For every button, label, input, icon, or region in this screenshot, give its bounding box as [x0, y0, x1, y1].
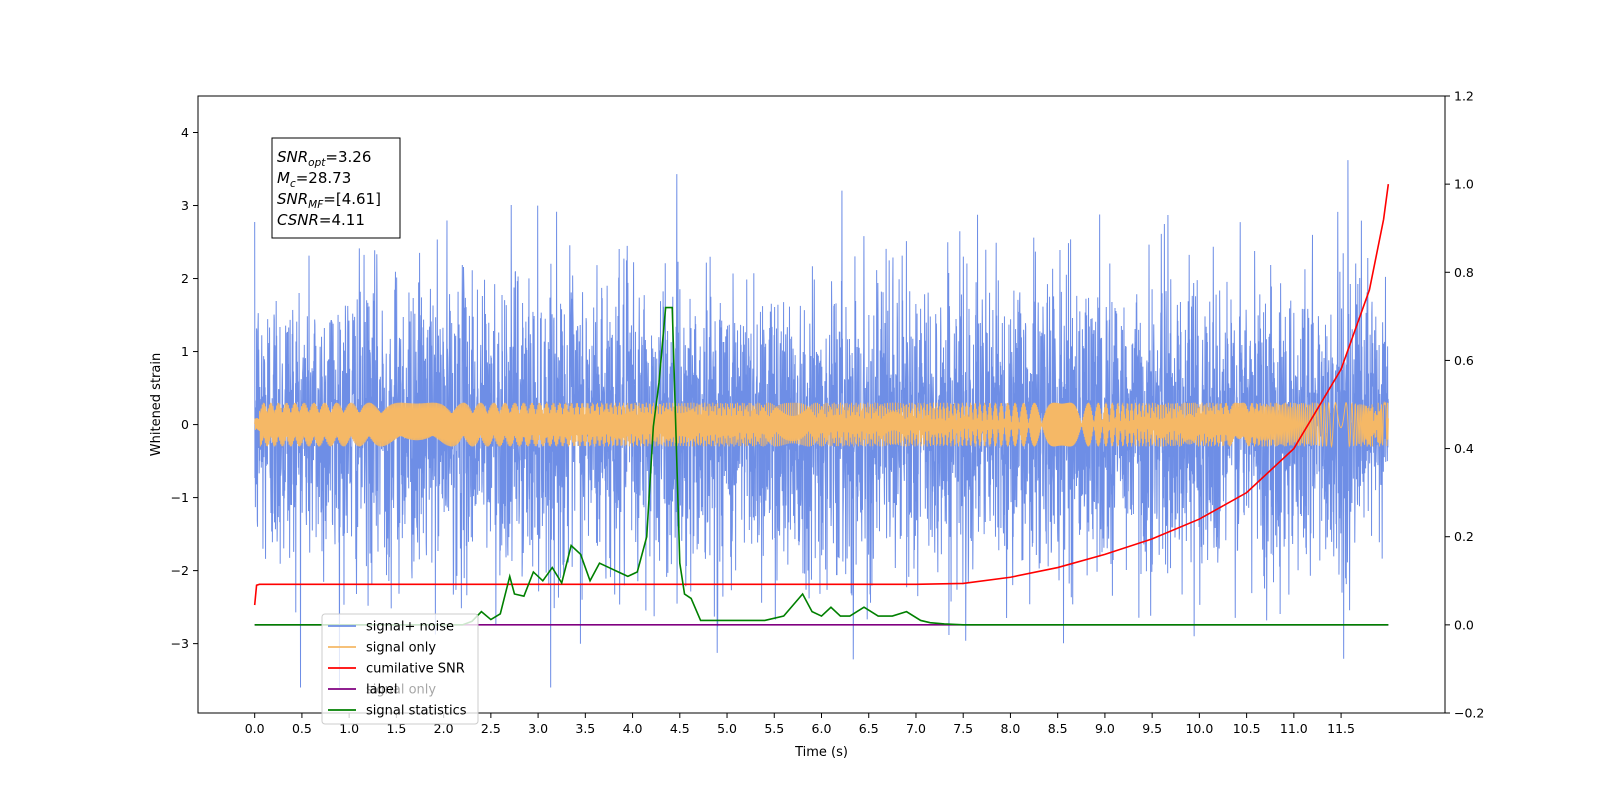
line-cumilative-snr [253, 184, 1390, 606]
stat-symbol: SNR [277, 190, 308, 208]
y-right-tick-label: 0.0 [1454, 617, 1474, 632]
y-left-tick-label: −3 [171, 636, 189, 651]
y-left-tick-label: 1 [181, 344, 189, 359]
stat-value: =3.26 [325, 148, 371, 166]
x-tick-label: 8.5 [1048, 721, 1068, 736]
x-tick-label: 3.5 [575, 721, 595, 736]
x-tick-label: 0.5 [292, 721, 312, 736]
y-right-tick-label: 1.0 [1454, 177, 1474, 192]
legend-label: signal only [366, 641, 436, 656]
x-tick-label: 7.0 [906, 721, 926, 736]
stat-line: CSNR=4.11 [277, 211, 365, 229]
legend-frame [321, 613, 479, 725]
stats-box-frame [271, 137, 401, 239]
stat-value: =4.11 [319, 211, 365, 229]
y-left-tick-label: −1 [171, 490, 189, 505]
y-left-tick-label: 3 [181, 198, 189, 213]
x-tick-label: 0.0 [245, 721, 265, 736]
x-tick-label: 1.0 [339, 721, 359, 736]
y-right-tick-label: 1.2 [1454, 89, 1474, 104]
stat-value: =28.73 [296, 169, 352, 187]
legend: signal+ noise signal only cumilative SNR la… [321, 613, 479, 725]
legend-label-overlapped: signal only [366, 683, 436, 698]
x-tick-label: 4.5 [670, 721, 690, 736]
x-tick-label: 2.0 [434, 721, 454, 736]
y-axis-label: Whitened strain [149, 353, 164, 456]
y-axis-right: −0.2 0.0 0.2 0.4 0.6 0.8 1.0 1.2 [1445, 89, 1484, 721]
y-right-tick-label: 0.6 [1454, 353, 1474, 368]
y-left-tick-label: −2 [171, 563, 189, 578]
x-tick-label: 3.0 [528, 721, 548, 736]
stat-line: SNRMF=[4.61] [277, 190, 381, 211]
y-left-tick-label: 2 [181, 271, 189, 286]
y-axis-left: −3 −2 −1 0 1 2 3 4 [171, 125, 198, 651]
legend-label: signal statistics [366, 704, 467, 719]
x-tick-label: 1.5 [386, 721, 406, 736]
x-tick-label: 5.5 [764, 721, 784, 736]
x-tick-label: 5.0 [717, 721, 737, 736]
x-tick-label: 4.0 [623, 721, 643, 736]
x-tick-label: 9.0 [1095, 721, 1115, 736]
legend-label: label [366, 683, 397, 698]
stat-line: Mc=28.73 [277, 169, 351, 190]
x-tick-label: 9.5 [1142, 721, 1162, 736]
x-axis-label: Time (s) [794, 745, 848, 760]
stat-value: =[4.61] [323, 190, 381, 208]
y-right-tick-label: 0.4 [1454, 441, 1474, 456]
y-right-tick-label: 0.2 [1454, 529, 1474, 544]
x-tick-label: 11.0 [1280, 721, 1308, 736]
x-tick-label: 6.0 [812, 721, 832, 736]
x-tick-label: 11.5 [1327, 721, 1355, 736]
signal-only-line [254, 400, 1389, 449]
y-left-tick-label: 0 [181, 417, 189, 432]
y-left-tick-label: 4 [181, 125, 189, 140]
line-signal-statistics [254, 306, 1389, 626]
stat-line: SNRopt=3.26 [277, 148, 371, 169]
x-tick-label: 6.5 [859, 721, 879, 736]
stat-subscript: c [290, 178, 296, 190]
y-right-tick-label: 0.8 [1454, 265, 1474, 280]
x-tick-label: 8.0 [1000, 721, 1020, 736]
x-tick-label: 10.5 [1233, 721, 1261, 736]
stat-subscript: MF [308, 199, 324, 211]
stat-symbol: SNR [277, 148, 308, 166]
stat-symbol: CSNR [277, 211, 319, 229]
y-right-tick-label: −0.2 [1454, 706, 1484, 721]
x-tick-label: 2.5 [481, 721, 501, 736]
x-tick-label: 10.0 [1185, 721, 1213, 736]
stat-subscript: opt [308, 157, 326, 169]
legend-label: cumilative SNR [366, 662, 465, 677]
stat-symbol: M [277, 169, 290, 187]
series-signal-only [254, 400, 1389, 449]
x-tick-label: 7.5 [953, 721, 973, 736]
x-axis: 0.0 0.5 1.0 1.5 2.0 2.5 3.0 3.5 4.0 4.5 5.0 5.5 6.0 6… [245, 713, 1355, 736]
legend-label: signal+ noise [366, 620, 454, 635]
